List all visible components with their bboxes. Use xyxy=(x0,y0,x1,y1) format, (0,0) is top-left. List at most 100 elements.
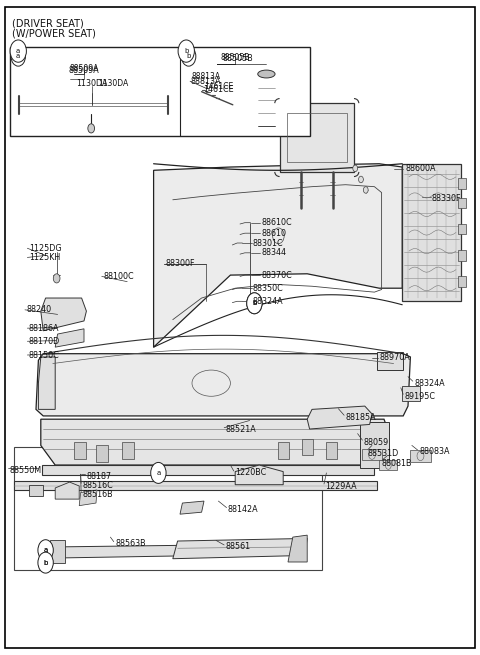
Text: 88081B: 88081B xyxy=(382,459,412,468)
Circle shape xyxy=(151,462,166,483)
Polygon shape xyxy=(96,445,108,462)
Circle shape xyxy=(38,552,53,573)
Polygon shape xyxy=(14,481,377,490)
Text: 88185A: 88185A xyxy=(346,413,376,422)
Text: 88324A: 88324A xyxy=(253,297,284,306)
Text: b: b xyxy=(252,300,257,307)
Text: b: b xyxy=(184,48,189,54)
Polygon shape xyxy=(41,298,86,331)
Polygon shape xyxy=(55,329,84,347)
Text: 88300F: 88300F xyxy=(166,259,195,269)
Text: 89195C: 89195C xyxy=(405,392,436,401)
Text: 88186A: 88186A xyxy=(29,324,60,333)
Circle shape xyxy=(363,187,368,193)
Text: 88083A: 88083A xyxy=(419,447,450,457)
Circle shape xyxy=(178,40,194,62)
Text: a: a xyxy=(156,470,160,476)
Polygon shape xyxy=(458,178,466,189)
Circle shape xyxy=(38,553,53,572)
Polygon shape xyxy=(41,419,389,465)
Text: (W/POWER SEAT): (W/POWER SEAT) xyxy=(12,28,96,38)
Text: (DRIVER SEAT): (DRIVER SEAT) xyxy=(12,18,84,28)
Text: 1125KH: 1125KH xyxy=(29,253,60,262)
Text: 88563B: 88563B xyxy=(115,539,146,548)
Polygon shape xyxy=(302,439,313,455)
Polygon shape xyxy=(402,386,420,401)
Text: 88516B: 88516B xyxy=(83,490,113,499)
Text: 88059: 88059 xyxy=(364,438,389,447)
Text: 88813A: 88813A xyxy=(191,77,221,86)
Text: 1125DG: 1125DG xyxy=(29,244,61,253)
Polygon shape xyxy=(180,501,204,514)
Text: 88509A: 88509A xyxy=(69,64,99,73)
Text: 88240: 88240 xyxy=(26,305,51,314)
Polygon shape xyxy=(235,465,283,485)
Text: a: a xyxy=(16,53,20,60)
Text: a: a xyxy=(16,48,20,54)
Polygon shape xyxy=(55,482,79,499)
Polygon shape xyxy=(288,535,307,562)
Polygon shape xyxy=(122,442,134,458)
Polygon shape xyxy=(36,354,410,416)
Text: 88142A: 88142A xyxy=(228,505,259,514)
Polygon shape xyxy=(221,80,238,111)
Text: 88370C: 88370C xyxy=(262,271,292,280)
Polygon shape xyxy=(458,224,466,234)
Text: 88813A: 88813A xyxy=(191,72,220,81)
Polygon shape xyxy=(458,250,466,261)
Polygon shape xyxy=(458,198,466,208)
Text: 88531D: 88531D xyxy=(368,449,399,458)
Polygon shape xyxy=(154,164,402,347)
Polygon shape xyxy=(19,96,168,114)
Polygon shape xyxy=(67,94,76,115)
Circle shape xyxy=(181,47,196,66)
Text: 88610: 88610 xyxy=(262,229,287,238)
Polygon shape xyxy=(50,540,65,563)
Polygon shape xyxy=(29,485,43,496)
Text: b: b xyxy=(44,559,48,566)
Text: 88970A: 88970A xyxy=(379,353,410,362)
Text: 88550M: 88550M xyxy=(10,466,42,475)
Circle shape xyxy=(53,274,60,283)
Circle shape xyxy=(10,40,26,62)
Text: 88301C: 88301C xyxy=(253,238,284,248)
Text: a: a xyxy=(44,547,48,553)
Text: 88505B: 88505B xyxy=(222,54,253,64)
Text: 1229AA: 1229AA xyxy=(325,481,357,491)
Text: 1220BC: 1220BC xyxy=(235,468,266,477)
Polygon shape xyxy=(42,465,374,475)
Text: a: a xyxy=(44,547,48,553)
Circle shape xyxy=(247,293,262,314)
Bar xyxy=(14,447,322,570)
Text: 88561: 88561 xyxy=(226,542,251,552)
Polygon shape xyxy=(38,357,55,409)
Text: 88187: 88187 xyxy=(86,472,111,481)
Polygon shape xyxy=(379,460,397,470)
Text: 88516C: 88516C xyxy=(83,481,113,490)
Circle shape xyxy=(247,293,262,314)
Polygon shape xyxy=(326,442,337,458)
Polygon shape xyxy=(377,352,403,370)
Circle shape xyxy=(38,540,53,560)
Circle shape xyxy=(38,540,53,561)
Polygon shape xyxy=(362,449,382,460)
Circle shape xyxy=(353,165,358,172)
Circle shape xyxy=(359,176,363,183)
Polygon shape xyxy=(53,545,211,558)
Text: 88521A: 88521A xyxy=(226,425,256,434)
Text: 88150C: 88150C xyxy=(29,350,60,360)
Text: 88610C: 88610C xyxy=(262,218,292,227)
Text: 1461CE: 1461CE xyxy=(204,84,234,94)
Polygon shape xyxy=(410,450,431,462)
Text: 88100C: 88100C xyxy=(103,272,134,281)
Polygon shape xyxy=(161,94,169,115)
Polygon shape xyxy=(130,94,138,115)
Polygon shape xyxy=(98,94,107,115)
Text: b: b xyxy=(252,300,257,307)
Text: 1461CE: 1461CE xyxy=(204,82,233,91)
Polygon shape xyxy=(402,164,461,301)
Polygon shape xyxy=(278,442,289,458)
Text: 88344: 88344 xyxy=(262,248,287,257)
Polygon shape xyxy=(458,276,466,287)
Circle shape xyxy=(11,47,25,66)
